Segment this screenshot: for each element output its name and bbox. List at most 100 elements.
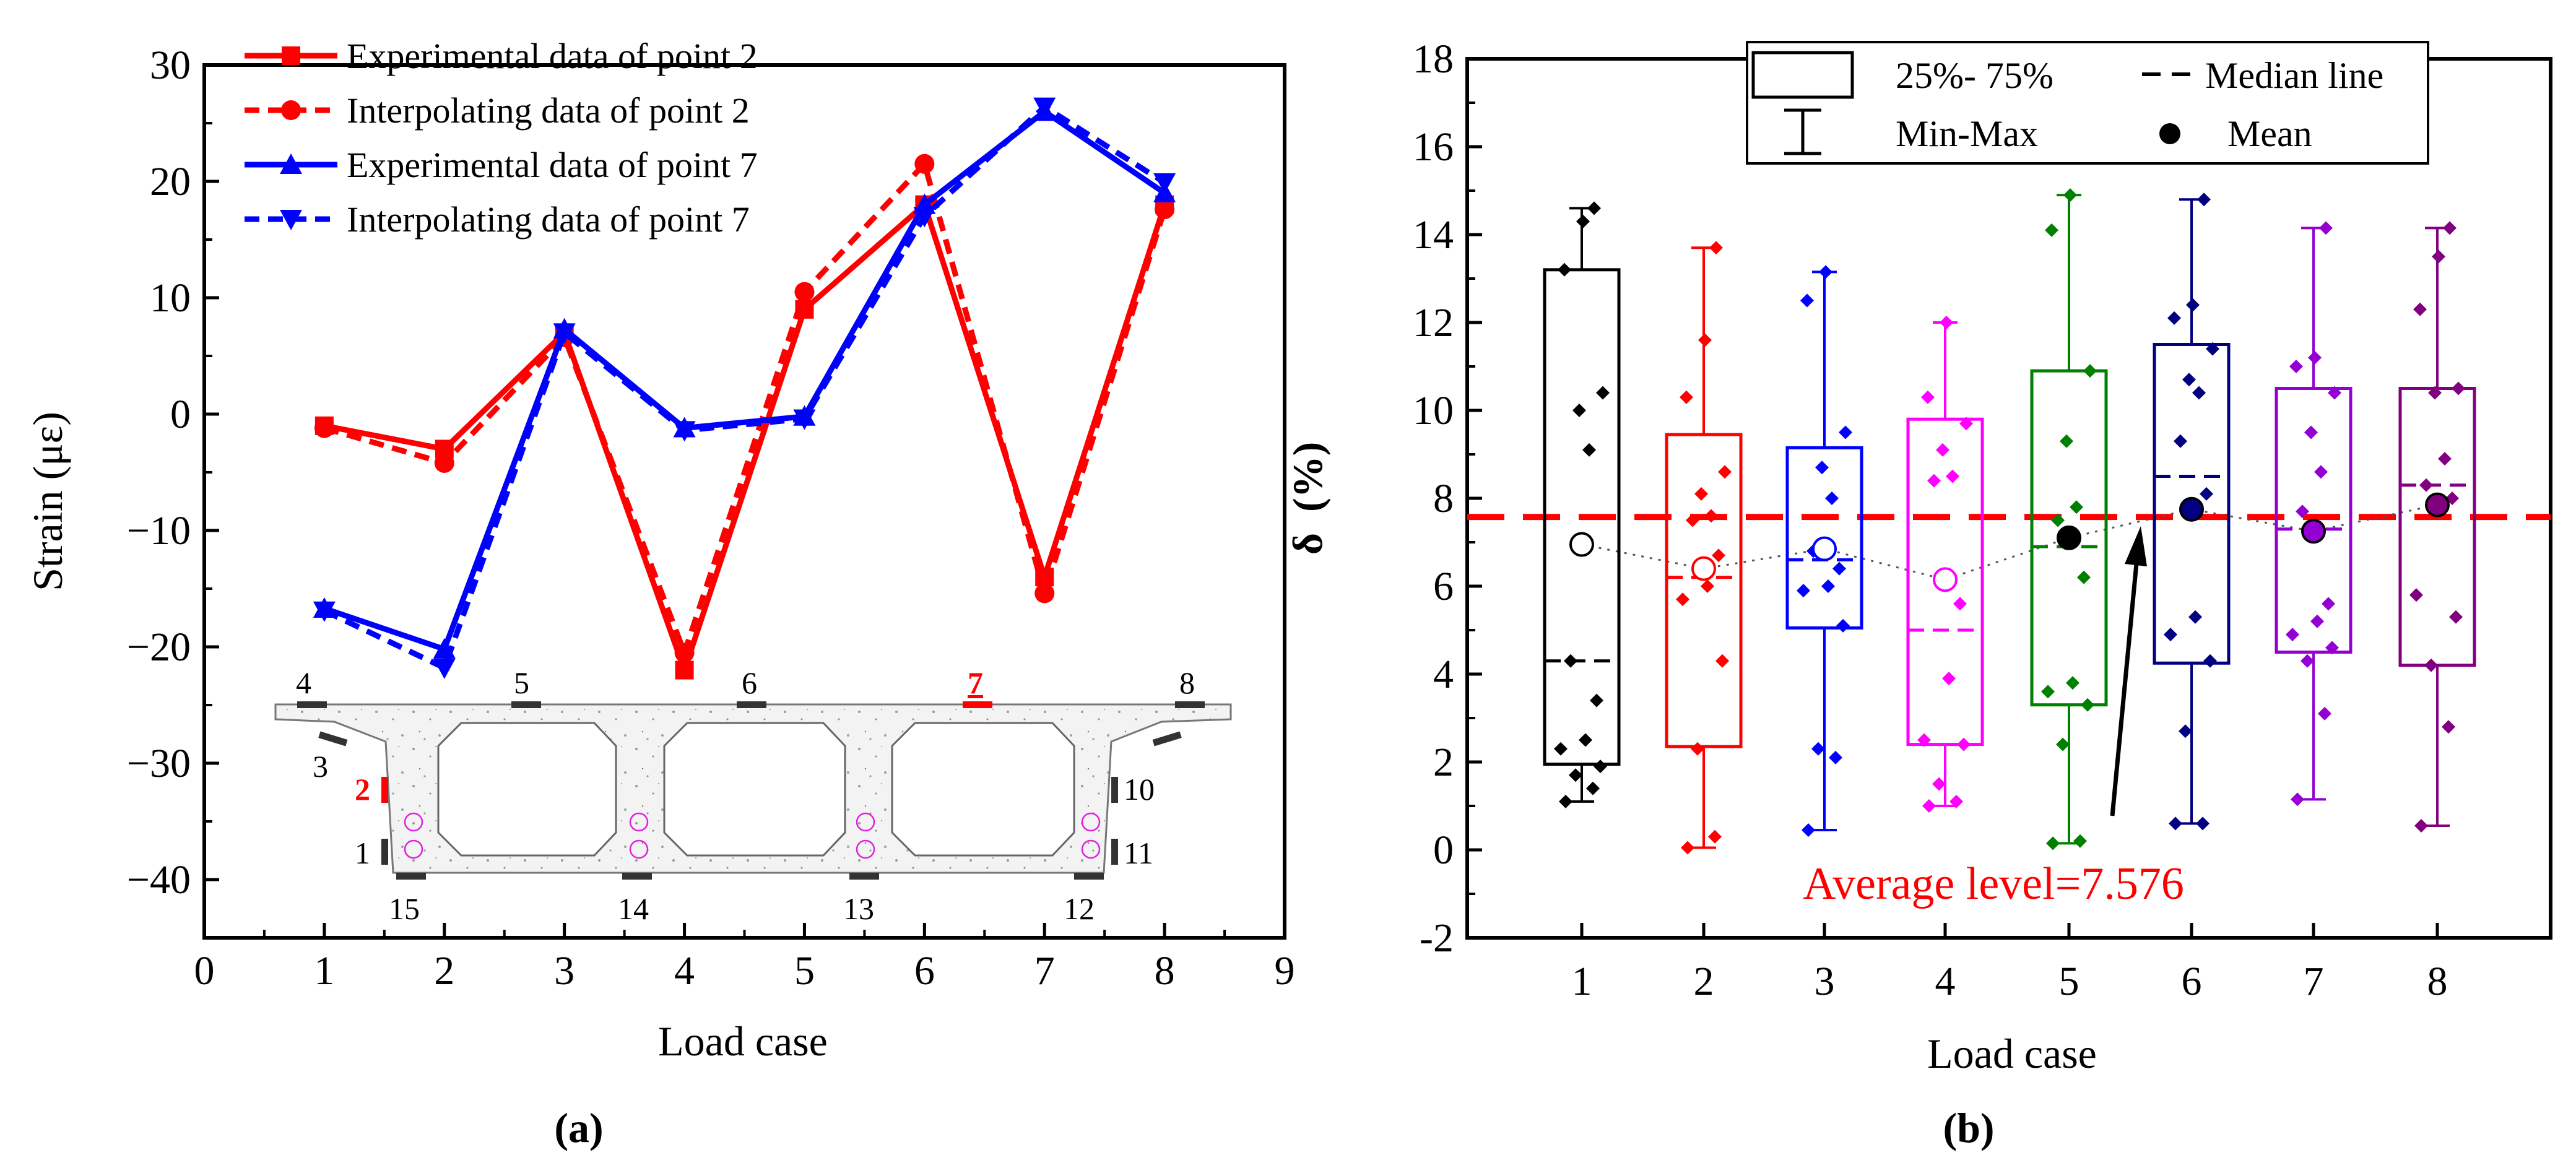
x-tick-label: 2 [1694,959,1714,1004]
data-point [2192,386,2206,400]
series-4-point [673,421,696,442]
data-point [2296,504,2309,519]
data-point [2289,360,2303,373]
data-point [2319,221,2333,235]
data-point [1576,214,1590,228]
box-group-6 [2153,193,2231,831]
data-point [1946,469,1959,483]
mean-marker [2057,525,2081,550]
data-point [1594,760,1607,774]
data-point [1709,241,1723,255]
y-tick-label: 12 [1413,300,1454,345]
x-tick-label: 4 [674,948,695,993]
data-point [2070,500,2083,514]
data-point [2413,302,2427,316]
series-4-point [553,323,576,344]
data-point [1932,777,1946,791]
data-point [1701,579,1714,593]
data-point [2442,720,2455,734]
data-point [2443,221,2457,235]
data-point [2196,816,2210,831]
data-point [1821,579,1835,593]
x-tick-label: 8 [1155,948,1175,993]
data-point [1959,417,1973,431]
legend-marker-4 [280,210,302,230]
data-point [1800,293,1814,308]
data-point [1572,404,1586,417]
data-point [2167,311,2181,325]
data-point [1596,386,1610,400]
series-2-point [674,643,695,663]
box-cell-3 [891,722,1075,857]
y-tick-label: 4 [1433,652,1454,697]
y-tick-label: 2 [1433,740,1454,785]
legend-marker-2 [281,100,301,120]
y-tick-label: −10 [127,508,191,553]
y-tick-label: −40 [127,857,191,902]
data-point [2419,478,2433,492]
series-1-point [675,660,694,680]
x-tick-label: 3 [554,948,575,993]
box-iqr [1785,446,1863,630]
data-point [1569,768,1582,782]
data-point [1836,618,1850,633]
data-point [1942,672,1956,686]
series-2-point [1155,199,1175,220]
y-tick-label: 16 [1413,124,1454,170]
panel-a-legend: Experimental data of point 2 Interpolatin… [245,36,758,240]
panel-a-ylabel: Strain (με) [24,412,71,591]
y-tick-label: 0 [170,392,191,437]
panel-b-label: (b) [1943,1104,1994,1151]
gauge-label-7: 7 [968,665,983,700]
data-point [1802,823,1815,838]
mean-marker [2179,496,2204,522]
gauge-labels: 4 5 6 7 8 3 2 10 1 11 15 14 13 12 [296,665,1195,926]
x-tick-label: 5 [794,948,815,993]
legend-mean-swatch [2159,123,2180,144]
box-iqr [1543,268,1621,766]
mean-marker [1933,567,1958,592]
box-group-4 [1906,316,1984,813]
x-tick-label: 0 [194,948,215,993]
series-4-point [1033,97,1056,118]
data-point [1936,443,1949,457]
gauge-label-2: 2 [355,772,370,807]
x-tick-label: 5 [2059,959,2079,1004]
data-point [2286,628,2299,642]
gauge-label-10: 10 [1124,772,1155,807]
box-cell-2 [663,722,846,857]
data-point [2200,487,2213,501]
data-point [2291,792,2304,807]
data-point [1811,742,1825,756]
gauge-label-15: 15 [389,891,420,926]
data-point [1586,781,1600,795]
data-point [2301,654,2314,668]
data-point [2310,614,2324,628]
gauge-label-4: 4 [296,665,311,700]
data-point [2186,298,2200,312]
series-2-point [314,418,334,438]
series-4-point [433,658,456,679]
legend-median-label: Median line [2205,55,2383,96]
strain-gauges [297,701,1205,880]
x-tick-label: 4 [1935,959,1956,1004]
data-point [1715,654,1729,668]
data-point [1681,841,1694,855]
data-point [1708,829,1722,844]
average-level-label: Average level=7.576 [1803,859,2184,909]
gauge-label-3: 3 [313,749,328,784]
box-group-1 [1543,201,1621,808]
mean-marker [1569,532,1594,557]
data-point [2409,588,2423,602]
series-2-point [914,154,935,174]
panel-b-ylabel: δ (%) [1284,442,1331,555]
data-point [2174,434,2187,448]
panel-b-boxes [1543,188,2476,855]
x-tick-label: 6 [914,948,935,993]
box-group-8 [2398,221,2476,833]
mean-marker [2425,492,2450,517]
data-point [1829,750,1842,764]
data-point [1554,742,1568,756]
mean-marker [1691,556,1716,581]
